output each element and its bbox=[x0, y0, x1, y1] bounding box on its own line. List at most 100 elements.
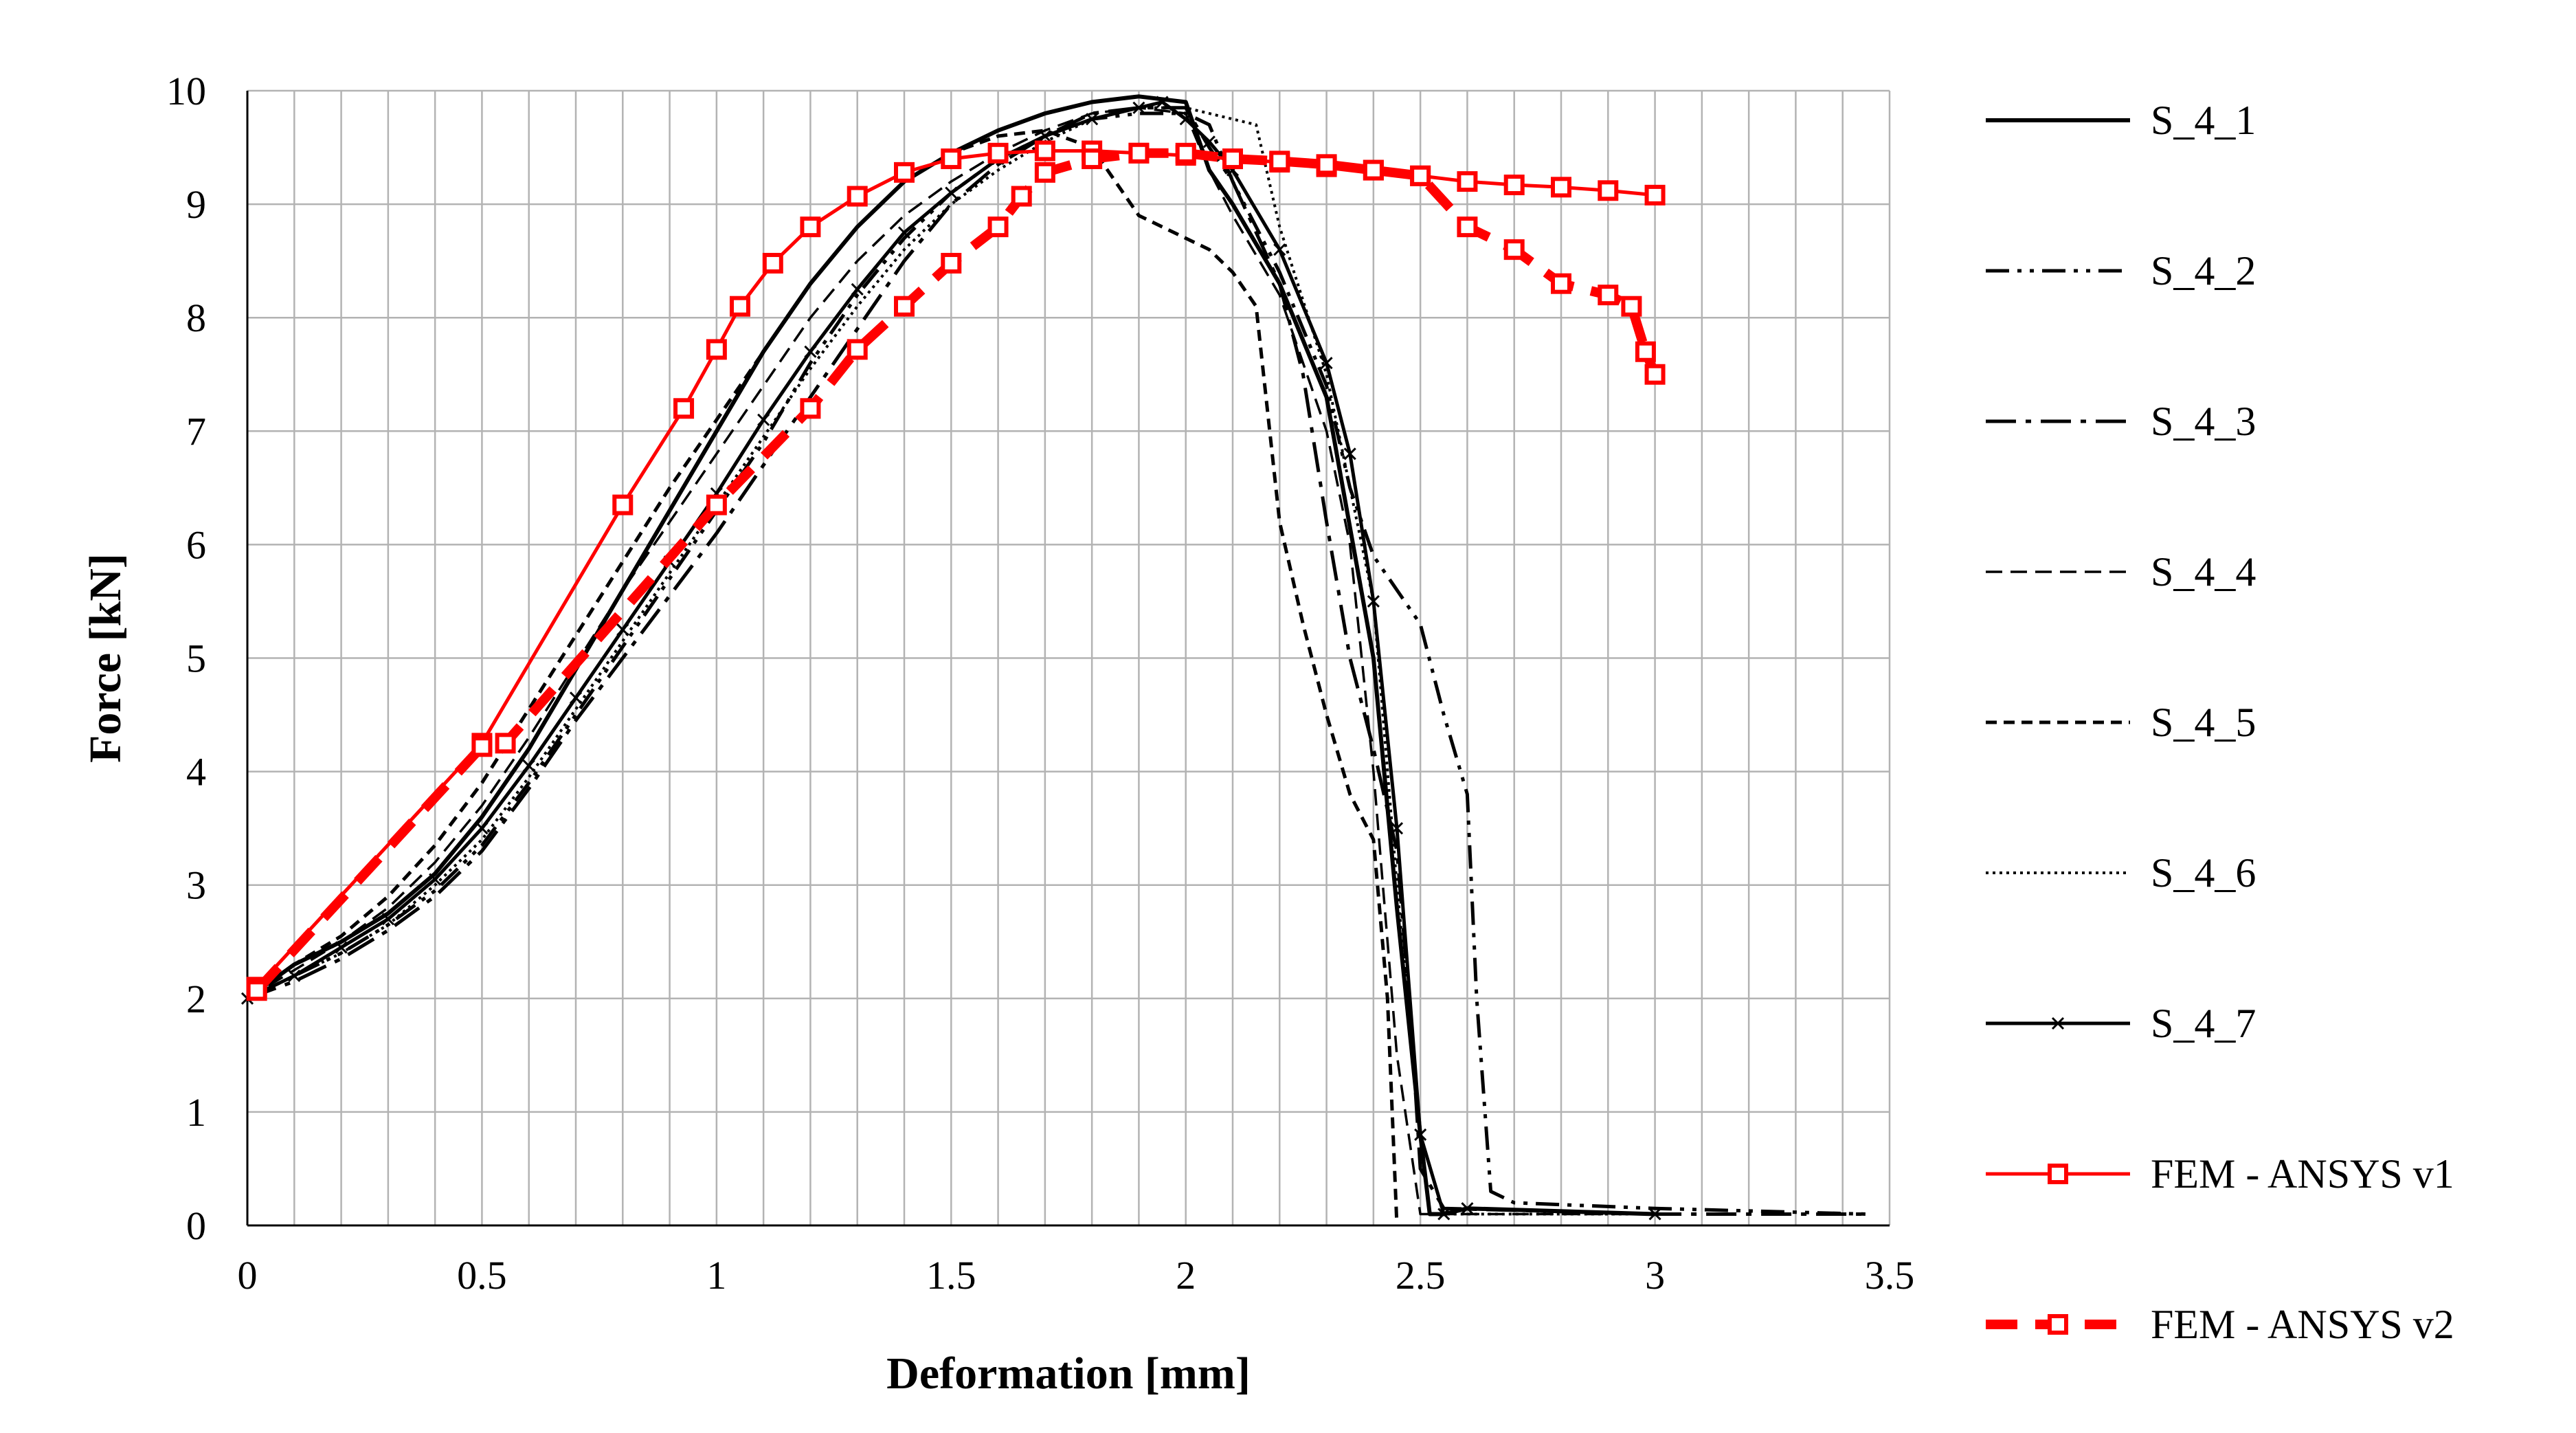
data-point-s-4-7 bbox=[475, 822, 489, 835]
data-point-fem-ansys-v1 bbox=[730, 296, 750, 317]
y-tick-label: 5 bbox=[186, 636, 206, 681]
data-point-s-4-7 bbox=[1273, 243, 1286, 256]
data-point-s-4-7 bbox=[335, 941, 348, 954]
data-point-s-4-7 bbox=[381, 913, 394, 926]
data-point-fem-ansys-v2 bbox=[1034, 162, 1055, 183]
data-point-s-4-7 bbox=[1414, 1128, 1427, 1141]
x-tick-label: 1 bbox=[706, 1253, 726, 1298]
data-point-s-4-7 bbox=[1202, 135, 1216, 148]
y-axis-title: Force [kN] bbox=[80, 553, 131, 763]
x-axis-title: Deformation [mm] bbox=[886, 1348, 1251, 1399]
data-point-fem-ansys-v2 bbox=[1503, 239, 1525, 260]
data-point-s-4-7 bbox=[1320, 357, 1333, 370]
x-tick-label: 2.5 bbox=[1396, 1253, 1446, 1298]
data-point-fem-ansys-v2 bbox=[1598, 285, 1619, 306]
data-point-s-4-7 bbox=[1132, 101, 1145, 114]
x-tick-label: 0.5 bbox=[457, 1253, 507, 1298]
data-point-s-4-7 bbox=[1179, 113, 1192, 126]
data-point-s-4-7 bbox=[851, 282, 864, 296]
data-point-fem-ansys-v2 bbox=[1363, 159, 1384, 181]
data-point-fem-ansys-v2 bbox=[847, 339, 868, 360]
data-point-s-4-7 bbox=[804, 345, 817, 358]
legend: S_4_1 S_4_2 S_4_3 S_4_4 S_4_5 S_4_6 S_4_7 FEM -… bbox=[1986, 98, 2454, 1347]
legend-label-s-4-2: S_4_2 bbox=[2151, 248, 2256, 293]
data-point-s-4-7 bbox=[945, 186, 958, 199]
data-point-fem-ansys-v1 bbox=[673, 398, 695, 419]
data-point-fem-ansys-v1 bbox=[1551, 177, 1571, 198]
data-point-fem-ansys-v1 bbox=[612, 494, 634, 515]
data-point-fem-ansys-v2 bbox=[1635, 341, 1656, 362]
y-tick-label: 10 bbox=[166, 69, 206, 113]
y-tick-label: 3 bbox=[186, 863, 206, 908]
legend-label-s-4-7: S_4_7 bbox=[2151, 1001, 2256, 1046]
legend-label-s-4-3: S_4_3 bbox=[2151, 399, 2256, 444]
x-tick-label: 2 bbox=[1176, 1253, 1196, 1298]
data-point-fem-ansys-v2 bbox=[495, 733, 516, 754]
x-tick-label: 3 bbox=[1645, 1253, 1665, 1298]
legend-item-fem-ansys-v2: FEM - ANSYS v2 bbox=[1986, 1302, 2454, 1347]
legend-item-s-4-4: S_4_4 bbox=[1986, 549, 2256, 595]
y-tick-label: 9 bbox=[186, 182, 206, 227]
data-point-s-4-7 bbox=[569, 691, 583, 704]
data-point-fem-ansys-v2 bbox=[246, 980, 267, 1001]
data-point-fem-ansys-v2 bbox=[1175, 142, 1196, 164]
legend-marker-s-4-7 bbox=[2051, 1017, 2065, 1030]
x-tick-label: 3.5 bbox=[1865, 1253, 1915, 1298]
series-s-4-6 bbox=[247, 106, 1655, 1216]
data-point-fem-ansys-v1 bbox=[800, 216, 821, 238]
data-point-fem-ansys-v2 bbox=[1644, 364, 1666, 385]
data-point-s-4-7 bbox=[522, 759, 535, 773]
legend-label-fem-ansys-v2: FEM - ANSYS v2 bbox=[2151, 1302, 2454, 1347]
data-point-s-4-7 bbox=[1038, 129, 1051, 143]
data-point-fem-ansys-v1 bbox=[1644, 184, 1666, 205]
data-point-fem-ansys-v1 bbox=[1598, 180, 1619, 201]
data-point-fem-ansys-v2 bbox=[706, 494, 727, 515]
data-point-s-4-7 bbox=[897, 226, 911, 239]
legend-label-s-4-6: S_4_6 bbox=[2151, 850, 2256, 896]
data-point-fem-ansys-v1 bbox=[1503, 175, 1525, 196]
data-point-s-4-7 bbox=[1648, 1208, 1661, 1221]
series-s-4-4 bbox=[247, 107, 1655, 1216]
grid bbox=[246, 89, 1891, 1227]
data-point-s-4-7 bbox=[1437, 1208, 1451, 1221]
data-point-fem-ansys-v2 bbox=[1551, 273, 1571, 294]
data-point-fem-ansys-v1 bbox=[941, 148, 962, 170]
legend-item-fem-ansys-v1: FEM - ANSYS v1 bbox=[1986, 1151, 2454, 1197]
plot-area bbox=[240, 94, 1866, 1226]
data-point-s-4-7 bbox=[757, 413, 770, 426]
data-point-fem-ansys-v1 bbox=[706, 339, 727, 360]
data-point-fem-ansys-v2 bbox=[1410, 165, 1431, 186]
data-point-fem-ansys-v2 bbox=[1457, 216, 1478, 238]
x-tick-label: 1.5 bbox=[926, 1253, 976, 1298]
legend-item-s-4-2: S_4_2 bbox=[1986, 248, 2256, 293]
data-point-s-4-7 bbox=[1343, 447, 1356, 460]
data-point-s-4-7 bbox=[429, 873, 442, 886]
y-tick-label: 0 bbox=[186, 1203, 206, 1248]
data-point-fem-ansys-v1 bbox=[1457, 171, 1478, 192]
y-tick-label: 4 bbox=[186, 750, 206, 795]
data-point-fem-ansys-v2 bbox=[1269, 151, 1290, 172]
data-point-fem-ansys-v2 bbox=[800, 398, 821, 419]
series-line-s-4-6 bbox=[247, 106, 1655, 1216]
data-point-fem-ansys-v2 bbox=[1222, 148, 1243, 170]
data-point-fem-ansys-v2 bbox=[894, 296, 915, 317]
legend-item-s-4-7: S_4_7 bbox=[1986, 1001, 2256, 1046]
data-point-fem-ansys-v2 bbox=[1621, 296, 1642, 317]
legend-item-s-4-6: S_4_6 bbox=[1986, 850, 2256, 896]
data-point-fem-ansys-v1 bbox=[894, 162, 915, 183]
data-point-fem-ansys-v1 bbox=[762, 252, 783, 274]
y-tick-label: 2 bbox=[186, 977, 206, 1021]
y-tick-label: 6 bbox=[186, 522, 206, 567]
legend-label-s-4-5: S_4_5 bbox=[2151, 700, 2256, 745]
series-line-s-4-4 bbox=[247, 107, 1655, 1216]
legend-item-s-4-3: S_4_3 bbox=[1986, 399, 2256, 444]
data-point-fem-ansys-v1 bbox=[987, 142, 1009, 164]
legend-label-s-4-1: S_4_1 bbox=[2151, 98, 2256, 143]
data-point-s-4-7 bbox=[1390, 822, 1404, 835]
legend-marker-fem-ansys-v1 bbox=[2048, 1164, 2068, 1184]
axes bbox=[246, 91, 1890, 1227]
data-point-fem-ansys-v1 bbox=[847, 186, 868, 207]
data-point-s-4-7 bbox=[616, 623, 629, 636]
data-point-fem-ansys-v1 bbox=[1034, 140, 1055, 162]
